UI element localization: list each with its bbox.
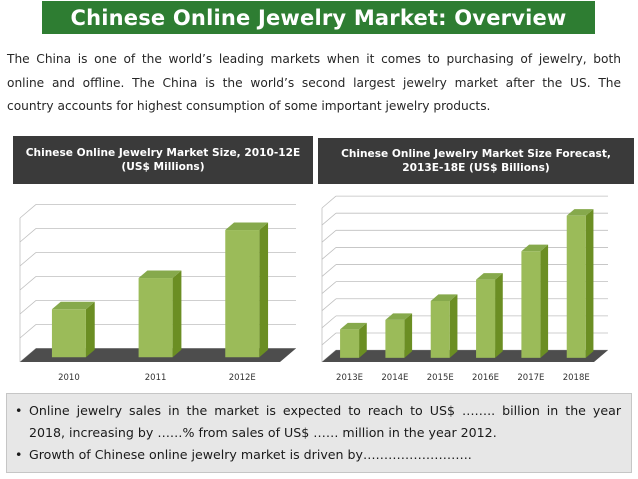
bar-front bbox=[138, 278, 173, 358]
bar-front bbox=[566, 215, 586, 358]
bar-front bbox=[476, 279, 496, 358]
bullet-text: 2018, increasing by ……% from sales of US… bbox=[29, 425, 497, 440]
bar-side bbox=[259, 222, 269, 358]
gridline bbox=[321, 349, 337, 363]
gridline bbox=[19, 228, 37, 243]
bullet-text: Online jewelry sales in the market is ex… bbox=[29, 403, 621, 418]
gridline bbox=[19, 300, 37, 315]
bar-front bbox=[340, 329, 360, 358]
bar bbox=[225, 222, 269, 358]
bar-top bbox=[340, 322, 367, 330]
gridline bbox=[321, 315, 337, 329]
tick-label: 2013E bbox=[336, 373, 363, 383]
bar-top bbox=[430, 294, 458, 301]
intro-paragraph: The China is one of the world’s leading … bbox=[7, 48, 621, 119]
gridline bbox=[321, 298, 337, 311]
tick-label: 2015E bbox=[427, 373, 454, 383]
bar bbox=[385, 313, 413, 358]
gridline bbox=[321, 264, 337, 277]
gridline bbox=[321, 247, 337, 260]
bullet-item: Online jewelry sales in the market is ex… bbox=[15, 400, 621, 444]
tick-label: 2010 bbox=[58, 373, 80, 383]
bar-top bbox=[225, 222, 269, 231]
bar-top bbox=[476, 273, 503, 280]
bar bbox=[51, 301, 95, 358]
page-title: Chinese Online Jewelry Market: Overview bbox=[42, 1, 595, 34]
intro-line: online and offline. The China is the wor… bbox=[7, 75, 621, 90]
gridline bbox=[19, 324, 37, 339]
chart-title-market-size: Chinese Online Jewelry Market Size, 2010… bbox=[13, 136, 313, 184]
bar-chart-market-size: 2010 2011 2012E bbox=[19, 203, 296, 383]
tick-label: 2016E bbox=[472, 373, 499, 383]
tick-label: 2017E bbox=[517, 373, 544, 383]
intro-line: country accounts for highest consumption… bbox=[7, 99, 491, 113]
bullet-item: Growth of Chinese online jewelry market … bbox=[15, 444, 621, 466]
bar bbox=[340, 322, 367, 358]
bar-side bbox=[359, 322, 367, 358]
gridline bbox=[321, 212, 337, 226]
gridline bbox=[321, 195, 337, 209]
bar-front bbox=[430, 300, 450, 358]
bar-side bbox=[85, 301, 95, 358]
bar bbox=[476, 273, 503, 358]
chart-title-forecast: Chinese Online Jewelry Market Size Forec… bbox=[318, 138, 634, 184]
bar-side bbox=[404, 313, 413, 358]
bar bbox=[521, 244, 549, 358]
bar bbox=[138, 270, 182, 358]
bar-front bbox=[385, 319, 405, 358]
bar bbox=[430, 294, 458, 358]
tick-label: 2011 bbox=[145, 373, 167, 383]
gridline bbox=[19, 252, 37, 267]
bar-side bbox=[495, 273, 503, 358]
bar-top bbox=[566, 209, 594, 216]
gridline bbox=[321, 230, 337, 243]
bar-top bbox=[51, 301, 95, 310]
intro-line: The China is one of the world’s leading … bbox=[7, 52, 621, 66]
bullet-text: Growth of Chinese online jewelry market … bbox=[29, 447, 472, 462]
gridline bbox=[19, 204, 37, 219]
bar-top bbox=[521, 244, 549, 252]
bar-top bbox=[138, 270, 182, 279]
bar-front bbox=[225, 230, 260, 358]
key-points-box: Online jewelry sales in the market is ex… bbox=[6, 393, 632, 473]
bar-side bbox=[540, 244, 549, 358]
bar-chart-forecast: 2013E 2014E 2015E 2016E 2017E 2018E bbox=[321, 195, 608, 383]
gridline bbox=[321, 281, 337, 294]
bar-front bbox=[521, 251, 541, 358]
tick-label: 2014E bbox=[381, 373, 408, 383]
gridline bbox=[19, 276, 37, 291]
bar-side bbox=[172, 270, 182, 358]
gridline bbox=[321, 332, 337, 346]
bar-side bbox=[449, 294, 458, 358]
bar-top bbox=[385, 313, 413, 320]
tick-label: 2012E bbox=[229, 373, 256, 383]
bar-side bbox=[585, 209, 594, 358]
tick-label: 2018E bbox=[563, 373, 590, 383]
bar-front bbox=[51, 309, 86, 358]
bar bbox=[566, 209, 594, 358]
